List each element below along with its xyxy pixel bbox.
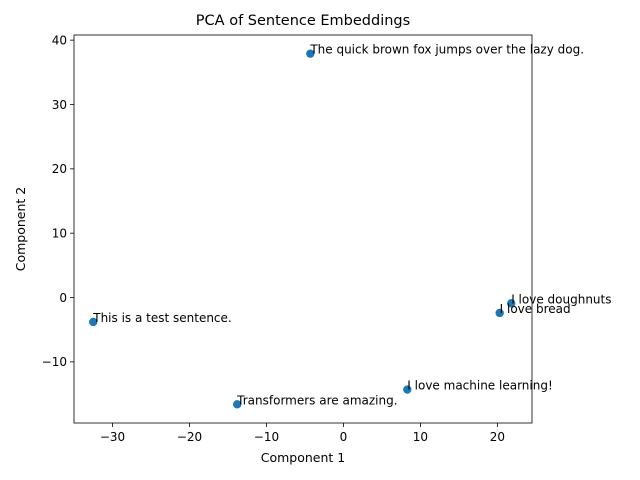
y-tick-label: 20 [52,162,67,176]
point-label: The quick brown fox jumps over the lazy … [309,43,584,57]
point-label: I love doughnuts [511,292,611,306]
data-point [507,299,516,308]
x-axis-label: Component 1 [261,450,346,465]
data-point [495,308,504,318]
data-point [306,49,315,58]
y-tick-label: 30 [52,98,67,112]
plot-area: The quick brown fox jumps over the lazy … [89,43,612,409]
axes-frame [73,34,533,424]
data-point [89,317,98,327]
y-axis: −10 0 10 20 30 40 [42,33,74,369]
point-label: I love bread [500,302,571,316]
chart-title: PCA of Sentence Embeddings [196,13,410,29]
x-axis: −30 −20 −10 0 10 20 [100,423,505,444]
data-point [403,385,412,394]
y-axis-label: Component 2 [13,187,28,272]
x-tick-label: −30 [100,430,125,444]
data-point [232,400,242,409]
x-tick-label: 0 [340,430,348,444]
x-tick-label: −20 [177,430,202,444]
x-tick-label: −10 [254,430,279,444]
y-tick-label: 10 [52,226,67,240]
x-tick-label: 10 [413,430,428,444]
y-tick-label: −10 [42,355,67,369]
point-label: This is a test sentence. [92,311,232,325]
y-tick-label: 0 [59,291,67,305]
y-tick-label: 40 [52,33,67,47]
point-label: Transformers are amazing. [236,393,397,407]
point-label: I love machine learning! [407,379,552,393]
x-tick-label: 20 [490,430,505,444]
